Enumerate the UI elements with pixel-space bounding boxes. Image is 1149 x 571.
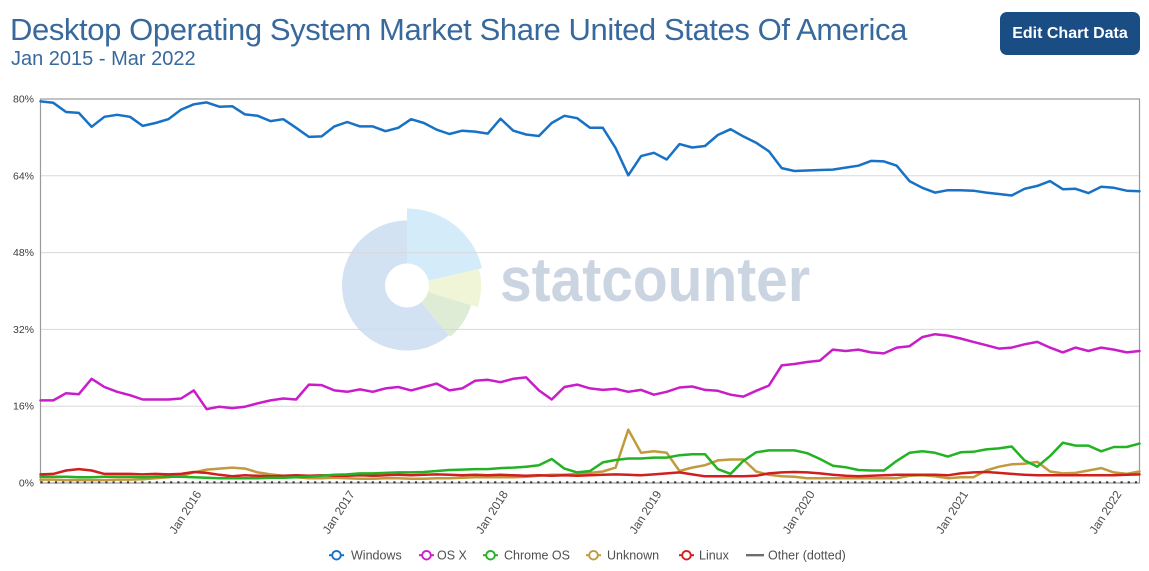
svg-text:OS X: OS X [437, 549, 468, 563]
svg-text:32%: 32% [13, 324, 34, 336]
svg-text:64%: 64% [13, 170, 34, 182]
svg-text:Unknown: Unknown [607, 549, 659, 563]
svg-text:16%: 16% [13, 401, 34, 413]
svg-text:0%: 0% [19, 478, 34, 490]
svg-text:48%: 48% [13, 247, 34, 259]
svg-text:statcounter: statcounter [500, 246, 810, 315]
svg-text:Windows: Windows [351, 549, 402, 563]
svg-text:Other (dotted): Other (dotted) [768, 549, 846, 563]
svg-text:Chrome OS: Chrome OS [504, 549, 570, 563]
svg-text:80%: 80% [13, 94, 34, 106]
svg-text:Linux: Linux [699, 549, 730, 563]
